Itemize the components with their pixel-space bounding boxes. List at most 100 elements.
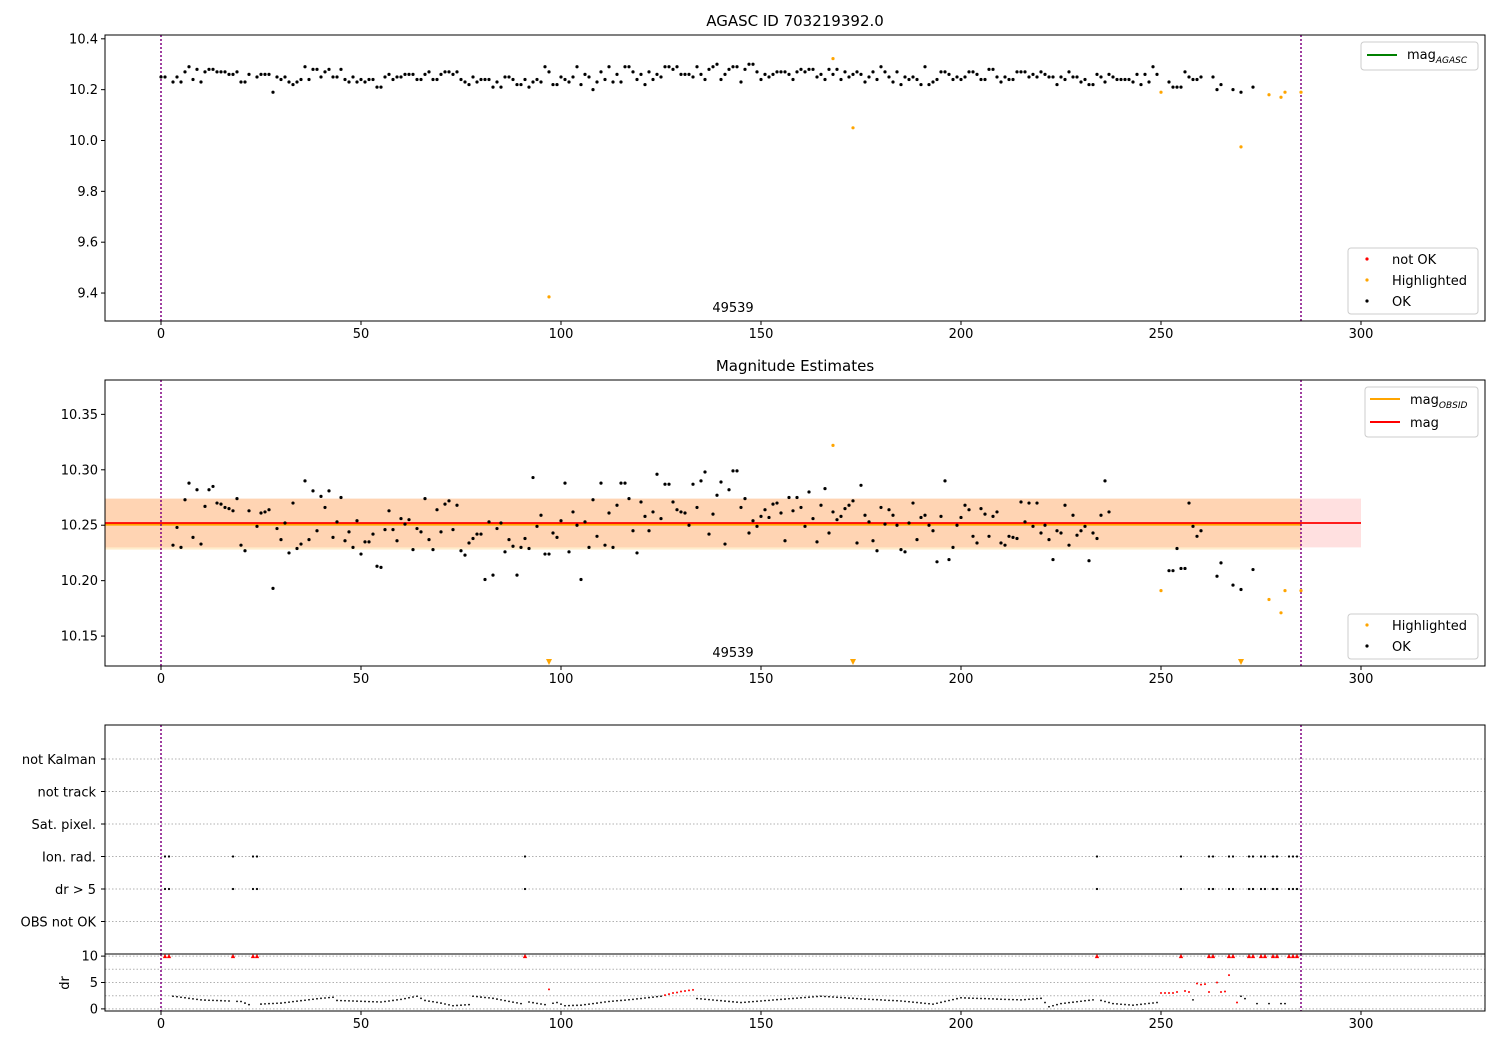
dr-red-point	[1208, 991, 1210, 993]
ok-point	[547, 552, 551, 556]
dr-point	[172, 995, 174, 998]
ok-point	[1139, 82, 1143, 87]
ok-point	[759, 77, 763, 82]
ok-point	[379, 565, 383, 569]
ok-point	[463, 80, 467, 84]
dr-point	[248, 1003, 250, 1006]
highlighted-point	[1299, 589, 1303, 593]
ok-point	[323, 505, 327, 510]
dr-point	[324, 997, 326, 999]
ok-point	[967, 508, 971, 512]
legend-label-sub: OBSID	[1439, 401, 1468, 411]
dr-point	[900, 1000, 902, 1002]
ok-point	[1175, 546, 1179, 551]
flag-point	[163, 855, 167, 858]
ok-point	[567, 80, 571, 84]
dr-point	[1280, 1002, 1282, 1005]
dr-point	[732, 1000, 734, 1003]
ok-point	[407, 518, 411, 522]
ok-point	[331, 75, 335, 79]
ok-point	[551, 82, 555, 87]
dr-red-point	[1188, 991, 1190, 993]
ok-point	[239, 80, 243, 84]
ok-point	[1007, 534, 1011, 538]
ok-point	[1063, 503, 1067, 507]
ok-point	[743, 497, 747, 501]
dr-point	[520, 1002, 522, 1005]
legend-label-ok: OK	[1392, 295, 1411, 310]
panel-flags-plot-area	[105, 725, 1485, 954]
flag-point	[251, 887, 255, 891]
ok-point	[291, 82, 295, 87]
dr-point	[444, 1003, 446, 1005]
legend-marker-ok	[1365, 644, 1369, 648]
dr-point	[344, 999, 346, 1002]
ok-point	[287, 551, 291, 555]
highlighted-point	[831, 57, 835, 61]
dr-point	[476, 995, 478, 998]
dr-red-point	[668, 993, 670, 996]
ok-point	[831, 72, 835, 77]
ok-point	[599, 70, 603, 74]
ok-point	[351, 545, 355, 549]
ok-point	[1175, 85, 1179, 89]
dr-point	[848, 997, 850, 999]
flag-point	[1259, 887, 1263, 891]
ok-point	[1003, 543, 1007, 547]
ok-point	[931, 80, 935, 84]
ok-point	[523, 536, 527, 541]
legend-box	[1347, 613, 1479, 660]
dr-point	[180, 996, 182, 999]
ok-point	[255, 524, 259, 528]
dr-clipped-marker	[1178, 954, 1184, 959]
dr-red-point	[1220, 991, 1222, 993]
ok-point	[475, 532, 479, 536]
dr-point	[828, 995, 830, 998]
dr-point	[540, 1003, 542, 1005]
dr-point	[360, 1000, 362, 1003]
ok-point	[1087, 82, 1091, 87]
panel-agasc-plot-area	[105, 35, 1485, 321]
panel-dr-points	[162, 954, 1300, 1008]
ok-point	[207, 488, 211, 492]
ok-point	[611, 80, 615, 84]
flag-point	[167, 855, 171, 858]
ok-point	[823, 77, 827, 82]
ok-point	[283, 75, 287, 79]
flag-point	[1295, 855, 1299, 858]
ok-point	[567, 550, 571, 554]
dr-point	[792, 997, 794, 1000]
dr-clipped-marker	[1094, 954, 1100, 959]
dr-point	[1128, 1003, 1130, 1006]
dr-point	[544, 1003, 546, 1006]
flag-point	[523, 855, 527, 858]
ok-point	[1219, 82, 1223, 87]
dr-point	[552, 1002, 554, 1005]
dr-point	[768, 999, 770, 1002]
ok-point	[991, 67, 995, 71]
ok-point	[451, 528, 455, 532]
ok-point	[1123, 77, 1127, 82]
ok-point	[547, 70, 551, 74]
x-tick-label: 200	[949, 672, 974, 687]
dr-point	[924, 1002, 926, 1005]
dr-point	[284, 1001, 286, 1004]
ok-point	[303, 65, 307, 69]
dr-point	[588, 1003, 590, 1006]
ok-point	[935, 77, 939, 82]
ok-point	[1067, 70, 1071, 74]
dr-point	[984, 997, 986, 1000]
x-tick-label: 100	[549, 672, 574, 687]
ok-point	[579, 577, 583, 582]
dr-point	[656, 995, 658, 998]
ok-point	[643, 514, 647, 518]
ok-point	[327, 489, 331, 493]
ok-point	[375, 85, 379, 89]
ok-point	[387, 72, 391, 77]
ok-point	[795, 70, 799, 74]
ok-point	[255, 75, 259, 79]
ok-point	[187, 481, 191, 485]
dr-red-point	[1168, 992, 1170, 995]
ok-point	[359, 77, 363, 82]
ok-point	[1091, 82, 1095, 87]
